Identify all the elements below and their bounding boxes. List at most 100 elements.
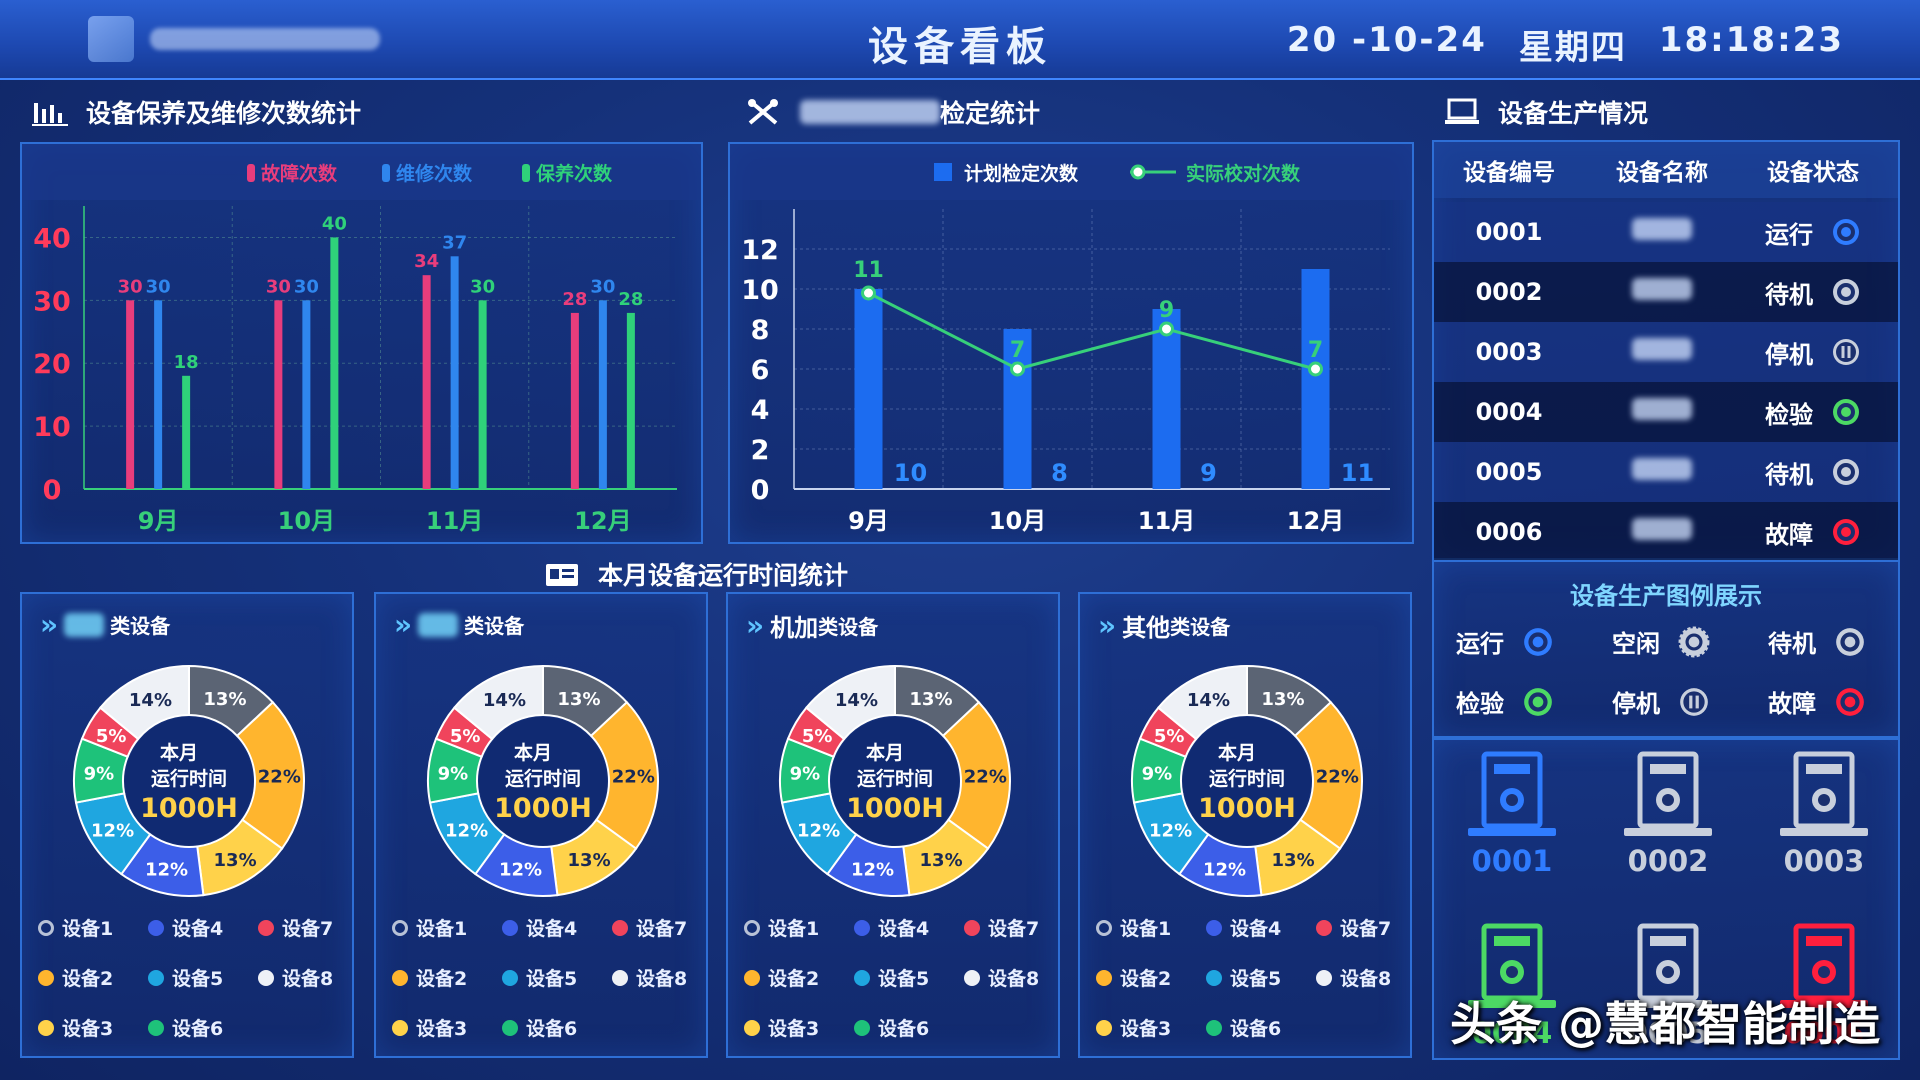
inspection-title-text: 检定统计 xyxy=(940,99,1041,128)
bar xyxy=(182,375,191,489)
svg-text:维修次数: 维修次数 xyxy=(396,162,473,185)
inspection-section-title: 检定统计 xyxy=(746,94,1040,130)
table-row[interactable]: 0005 待机 xyxy=(1434,442,1898,502)
legend-item: 运行 xyxy=(1456,624,1554,659)
legend-label: 设备4 xyxy=(172,918,224,940)
legend-label: 设备3 xyxy=(1120,1018,1172,1040)
y-tick-label: 40 xyxy=(33,223,71,254)
legend-entry: 故障次数 xyxy=(247,162,338,185)
legend-dot xyxy=(1096,969,1112,986)
machine-icon[interactable] xyxy=(1618,922,1718,1012)
legend-dot xyxy=(1316,969,1332,986)
legend-label: 设备6 xyxy=(878,1018,930,1040)
table-row[interactable]: 0003 停机 xyxy=(1434,322,1898,382)
legend-label: 设备6 xyxy=(1230,1018,1282,1040)
center-label: 运行时间 xyxy=(151,767,227,790)
donut-legend-item: 设备1 xyxy=(1096,914,1171,941)
status-icon xyxy=(1680,687,1708,716)
status-text: 待机 xyxy=(1765,460,1813,489)
legend-dot xyxy=(744,919,760,936)
slice-label: 13% xyxy=(920,850,963,871)
time-text: 18:18:23 xyxy=(1658,20,1844,60)
donut-legend-item: 设备5 xyxy=(1206,964,1281,991)
donut-legend-item: 设备8 xyxy=(258,964,333,991)
legend-dot xyxy=(258,969,274,986)
legend-item: 待机 xyxy=(1768,624,1866,659)
donut-slice xyxy=(1156,664,1248,741)
machine-number: 0005 xyxy=(1627,1016,1709,1050)
machine-number: 0002 xyxy=(1627,844,1709,878)
status-icon xyxy=(1524,627,1552,656)
legend-label: 设备2 xyxy=(1120,968,1172,990)
donut-slice xyxy=(98,664,190,741)
bar-value-label: 34 xyxy=(414,251,439,272)
bar xyxy=(570,312,579,489)
equipment-status: 检验 xyxy=(1740,395,1886,430)
svg-text:故障次数: 故障次数 xyxy=(261,162,338,185)
equipment-id: 0001 xyxy=(1475,218,1543,246)
table-row[interactable]: 0006 故障 xyxy=(1434,502,1898,562)
y-tick-label: 0 xyxy=(751,475,770,506)
donut-legend-item: 设备6 xyxy=(854,1014,929,1041)
donut-legend-item: 设备4 xyxy=(148,914,223,941)
machine-icon[interactable] xyxy=(1774,922,1874,1012)
donut-panel-title: » 机加 类设备 xyxy=(746,608,878,643)
equipment-name-blurred xyxy=(1584,518,1740,546)
x-tick-label: 9月 xyxy=(848,507,889,535)
tools-icon xyxy=(748,99,778,125)
slice-label: 12% xyxy=(851,860,894,881)
svg-text:计划检定次数: 计划检定次数 xyxy=(964,162,1079,185)
bar-value-label: 30 xyxy=(470,276,495,297)
machine-icon[interactable] xyxy=(1618,750,1718,840)
x-tick-label: 11月 xyxy=(1138,507,1195,535)
bar-chart-icon xyxy=(32,103,68,126)
y-tick-label: 12 xyxy=(741,235,779,266)
bar xyxy=(274,300,283,489)
slice-label: 12% xyxy=(797,820,840,841)
donut-legend-item: 设备5 xyxy=(502,964,577,991)
legend-label: 设备7 xyxy=(988,918,1040,940)
status-text: 待机 xyxy=(1765,280,1813,309)
legend-entry: 计划检定次数 xyxy=(934,162,1079,185)
legend-label: 设备3 xyxy=(416,1018,468,1040)
legend-entry: 实际校对次数 xyxy=(1130,162,1301,185)
machine-icon[interactable] xyxy=(1774,750,1874,840)
slice-label: 12% xyxy=(499,860,542,881)
table-row[interactable]: 0002 待机 xyxy=(1434,262,1898,322)
table-row[interactable]: 0004 检验 xyxy=(1434,382,1898,442)
table-row[interactable]: 0001 运行 xyxy=(1434,202,1898,262)
bar-value-label: 8 xyxy=(1051,459,1068,487)
machine-icon[interactable] xyxy=(1462,922,1562,1012)
header-id: 设备编号 xyxy=(1463,160,1555,186)
legend-item: 空闲 xyxy=(1612,624,1710,659)
company-name-blurred xyxy=(150,28,380,50)
maintenance-section-title: 设备保养及维修次数统计 xyxy=(32,94,361,130)
donut-legend-item: 设备6 xyxy=(502,1014,577,1041)
legend-label: 设备7 xyxy=(1340,918,1392,940)
status-icon xyxy=(1833,519,1859,545)
bar-value-label: 30 xyxy=(118,276,143,297)
group-suffix: 类设备 xyxy=(1170,615,1231,639)
slice-label: 13% xyxy=(1272,850,1315,871)
slice-label: 22% xyxy=(612,766,655,787)
donut-legend-item: 设备3 xyxy=(38,1014,113,1041)
machine-icon[interactable] xyxy=(1462,750,1562,840)
legend-item: 故障 xyxy=(1768,684,1866,719)
donut-legend-item: 设备3 xyxy=(392,1014,467,1041)
slice-label: 5% xyxy=(802,726,833,747)
donut-slice xyxy=(452,664,544,741)
y-tick-label: 0 xyxy=(43,475,62,506)
legend-label: 检验 xyxy=(1456,690,1504,718)
status-icon xyxy=(1833,459,1859,485)
donut-legend-item: 设备2 xyxy=(1096,964,1171,991)
y-tick-label: 30 xyxy=(33,286,71,317)
status-icon xyxy=(1833,279,1859,305)
donut-legend-item: 设备7 xyxy=(612,914,687,941)
legend-label: 设备1 xyxy=(1120,918,1172,940)
bar-value-label: 40 xyxy=(322,213,347,234)
donut-legend-item: 设备2 xyxy=(392,964,467,991)
x-tick-label: 9月 xyxy=(138,507,179,535)
donut-legend-item: 设备4 xyxy=(1206,914,1281,941)
